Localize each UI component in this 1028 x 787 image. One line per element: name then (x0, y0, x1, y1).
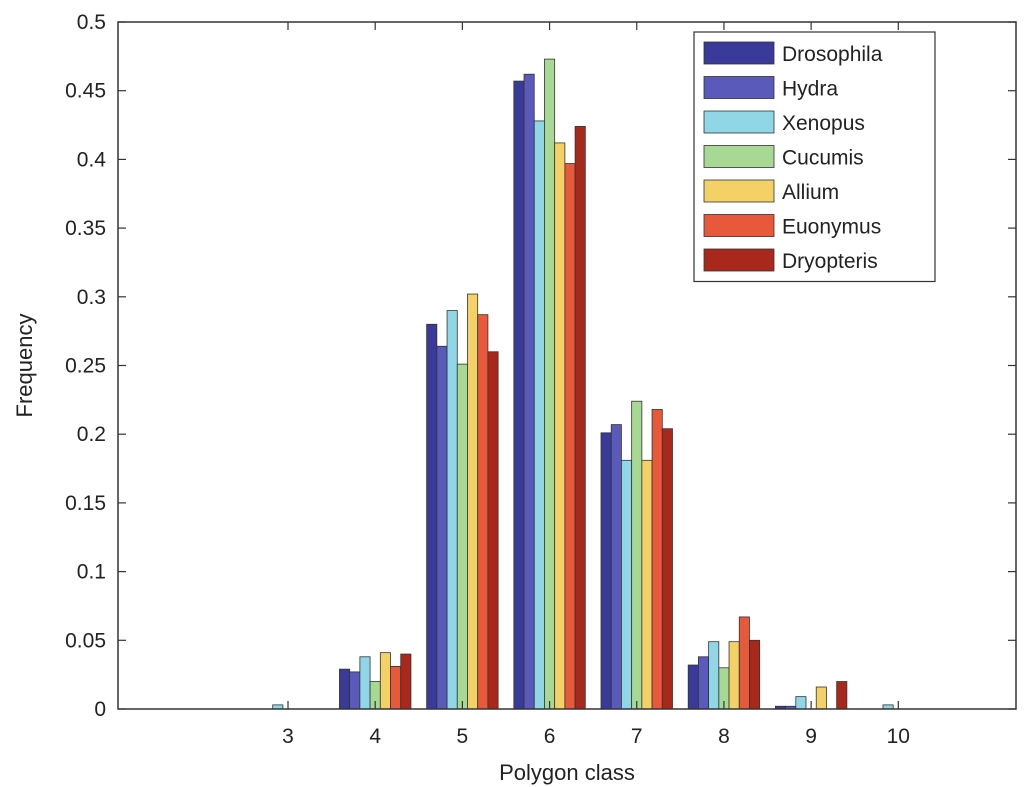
legend-label-xenopus: Xenopus (782, 112, 865, 135)
legend-swatch-euonymus (703, 214, 775, 237)
legend-swatch-xenopus (703, 110, 775, 134)
x-tick-label: 5 (457, 725, 469, 748)
bar-allium-6 (554, 142, 566, 710)
legend-swatch-drosophila (703, 41, 775, 65)
bar-xenopus-4 (359, 656, 371, 710)
bar-cucumis-7 (631, 400, 643, 710)
bar-hydra-8 (697, 656, 710, 710)
bar-hydra-7 (610, 424, 622, 710)
legend-swatch-cucumis (703, 145, 775, 168)
y-tick-label: 0.5 (77, 11, 106, 34)
legend: Drosophila Hydra Xenopus Cucumis Allium Euony… (693, 31, 936, 283)
bar-dryopteris-5 (487, 351, 499, 710)
bar-hydra-5 (436, 345, 448, 710)
legend-swatch-dryopteris (703, 248, 775, 272)
bar-xenopus-5 (446, 310, 458, 710)
legend-label-allium: Allium (782, 181, 839, 204)
bars-group (272, 58, 894, 710)
bar-allium-4 (379, 652, 391, 710)
y-tick-label: 0.4 (77, 148, 107, 171)
bar-allium-8 (728, 641, 740, 710)
bar-hydra-4 (349, 671, 361, 710)
y-axis: 0 0.05 0.1 0.15 0.2 0.25 0.3 0.35 0.4 0.45 0.5 (65, 11, 1016, 721)
legend-label-cucumis: Cucumis (782, 147, 864, 170)
y-tick-label: 0.35 (65, 217, 106, 240)
x-tick-label: 10 (887, 725, 910, 748)
bar-dryopteris-7 (661, 428, 673, 710)
bar-xenopus-9 (795, 696, 807, 710)
x-tick-label: 6 (544, 725, 556, 748)
bar-euonymus-7 (651, 409, 663, 710)
bar-hydra-6 (523, 73, 535, 710)
y-tick-label: 0.1 (77, 561, 106, 584)
x-tick-label: 7 (631, 725, 643, 748)
bar-allium-9 (815, 686, 827, 710)
y-tick-label: 0.05 (65, 629, 106, 652)
bar-drosophila-5 (426, 323, 438, 710)
y-tick-label: 0.3 (77, 286, 106, 309)
bar-drosophila-6 (513, 80, 525, 710)
x-tick-label: 4 (369, 725, 381, 748)
legend-label-euonymus: Euonymus (782, 216, 881, 239)
bar-drosophila-8 (687, 664, 699, 710)
bar-drosophila-7 (600, 432, 612, 710)
y-tick-label: 0 (94, 698, 106, 721)
bar-xenopus-6 (533, 120, 545, 710)
bar-drosophila-4 (339, 668, 351, 710)
bar-cucumis-5 (456, 363, 468, 710)
legend-label-drosophila: Drosophila (782, 43, 883, 66)
x-tick-label: 8 (718, 725, 730, 748)
bar-euonymus-5 (477, 314, 489, 710)
bar-allium-7 (641, 459, 653, 710)
y-tick-label: 0.45 (65, 80, 106, 103)
bar-allium-5 (467, 293, 479, 710)
y-tick-label: 0.15 (65, 492, 106, 515)
bar-dryopteris-4 (400, 653, 412, 710)
bar-euonymus-8 (738, 616, 750, 710)
x-axis-title: Polygon class (499, 760, 635, 785)
legend-swatch-allium (703, 179, 775, 203)
bar-euonymus-6 (564, 163, 576, 710)
bar-dryopteris-8 (749, 639, 761, 710)
bar-dryopteris-6 (574, 126, 586, 710)
y-tick-label: 0.2 (77, 423, 106, 446)
y-tick-label: 0.25 (65, 355, 106, 378)
y-axis-title: Frequency (12, 314, 37, 418)
bar-dryopteris-9 (836, 681, 848, 710)
legend-swatch-hydra (703, 76, 775, 99)
legend-label-dryopteris: Dryopteris (782, 250, 878, 273)
x-tick-label: 9 (805, 725, 817, 748)
bar-cucumis-6 (544, 58, 556, 710)
bar-xenopus-7 (621, 459, 633, 710)
x-tick-label: 3 (282, 725, 294, 748)
bar-euonymus-4 (390, 666, 402, 710)
x-axis: 3 4 5 6 7 8 9 10 (282, 22, 910, 748)
legend-label-hydra: Hydra (782, 78, 838, 101)
bar-xenopus-8 (708, 641, 720, 710)
